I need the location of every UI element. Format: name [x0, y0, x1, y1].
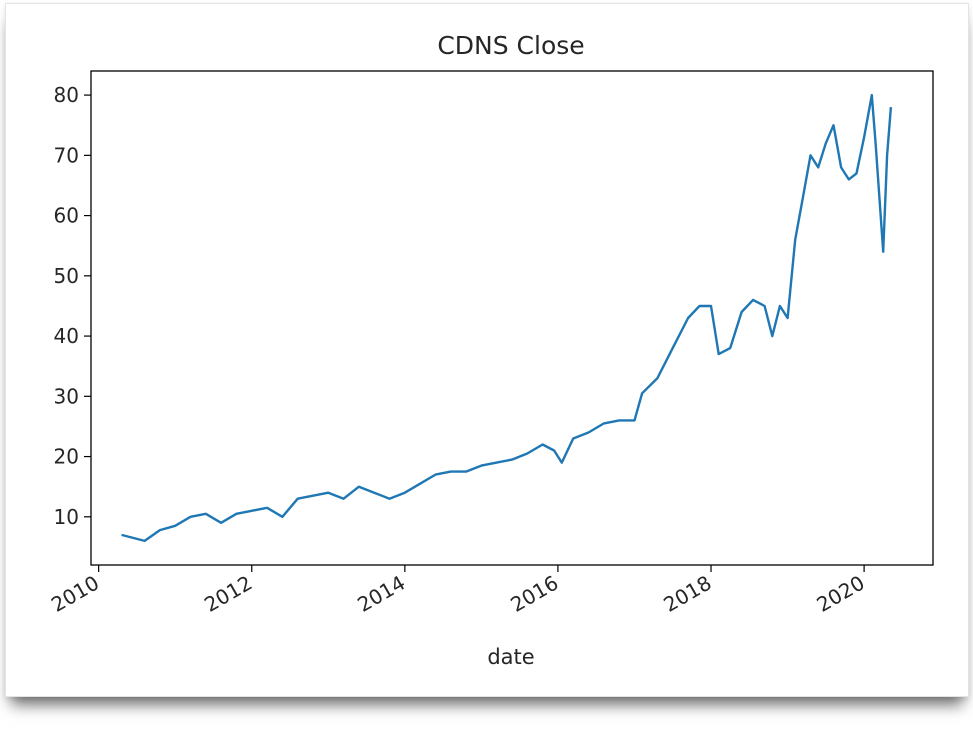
y-tick-label: 80: [54, 83, 79, 107]
x-tick-label: 2012: [200, 571, 256, 617]
series-line: [121, 93, 893, 543]
y-tick-label: 30: [54, 384, 79, 408]
x-tick-label: 2018: [659, 571, 715, 617]
y-tick-label: 50: [54, 264, 79, 288]
x-tick-label: 2020: [813, 571, 869, 617]
x-tick-label: 2010: [47, 571, 103, 617]
axes-frame: [90, 70, 934, 566]
y-tick-label: 60: [54, 204, 79, 228]
y-tick-label: 20: [54, 445, 79, 469]
chart: CDNS Close date 10 20 30 40 50 60 70 80 2010 2012…: [47, 31, 934, 669]
plot-area: 10 20 30 40 50 60 70 80 2010 2012 2014 2016 2018 2020: [47, 70, 934, 617]
y-tick-label: 10: [54, 505, 79, 529]
x-axis-label: date: [487, 645, 534, 669]
chart-title: CDNS Close: [437, 31, 584, 60]
chart-card: CDNS Close date 10 20 30 40 50 60 70 80 2010 2012…: [5, 3, 969, 697]
x-tick-label: 2016: [506, 571, 562, 617]
y-tick-label: 40: [54, 324, 79, 348]
x-tick-label: 2014: [353, 571, 409, 617]
y-tick-label: 70: [54, 143, 79, 167]
